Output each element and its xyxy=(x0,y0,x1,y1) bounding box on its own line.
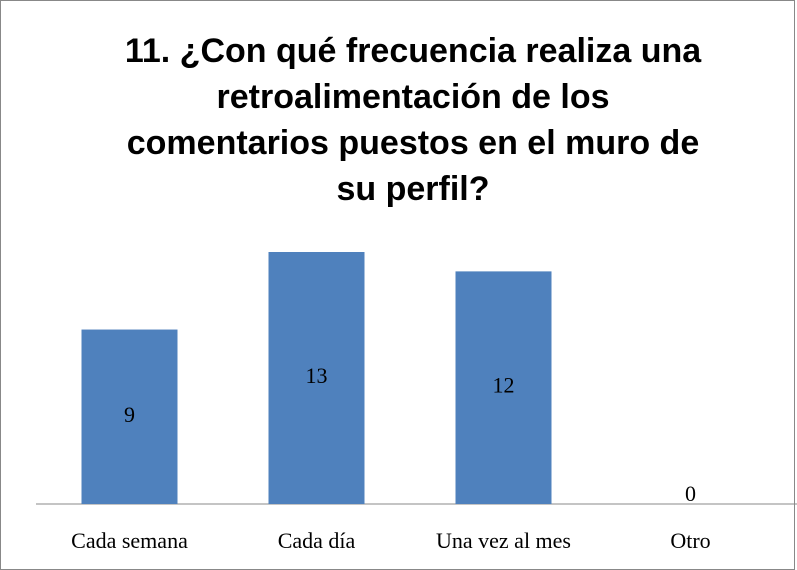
x-tick-label: Otro xyxy=(670,528,710,553)
x-tick-label: Cada semana xyxy=(71,528,188,553)
data-label: 0 xyxy=(685,481,696,506)
bar xyxy=(455,271,552,504)
bar xyxy=(81,329,178,504)
chart-title: 11. ¿Con qué frecuencia realiza una retr… xyxy=(124,32,702,208)
data-label: 9 xyxy=(124,402,135,427)
x-tick-label: Una vez al mes xyxy=(436,528,571,553)
data-label: 12 xyxy=(493,373,515,398)
data-label: 13 xyxy=(306,363,328,388)
x-tick-label: Cada día xyxy=(278,528,356,553)
bar xyxy=(268,252,365,504)
